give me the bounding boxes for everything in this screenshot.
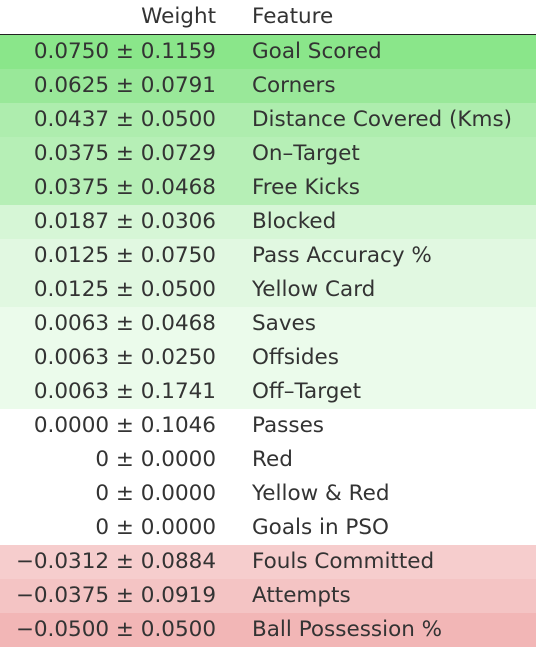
- table-row: 0.0625 ± 0.0791 Corners: [0, 69, 536, 103]
- feature-cell: Pass Accuracy %: [252, 243, 432, 268]
- table-row: 0.0375 ± 0.0729 On–Target: [0, 137, 536, 171]
- table-row: 0.0125 ± 0.0750 Pass Accuracy %: [0, 239, 536, 273]
- weight-column-header: Weight: [0, 0, 252, 35]
- weight-cell: 0.0625 ± 0.0791: [33, 73, 216, 98]
- feature-cell: Yellow Card: [252, 277, 376, 302]
- weight-cell: 0 ± 0.0000: [95, 481, 216, 506]
- table-row: 0.0125 ± 0.0500 Yellow Card: [0, 273, 536, 307]
- table-row: 0 ± 0.0000 Yellow & Red: [0, 477, 536, 511]
- header-row: Weight Feature: [0, 0, 536, 35]
- table-row: 0.0063 ± 0.0468 Saves: [0, 307, 536, 341]
- feature-cell: Saves: [252, 311, 316, 336]
- weight-cell: 0.0063 ± 0.0250: [33, 345, 216, 370]
- weight-cell: −0.0312 ± 0.0884: [15, 549, 216, 574]
- feature-cell: Fouls Committed: [252, 549, 435, 574]
- table-row: 0 ± 0.0000 Goals in PSO: [0, 511, 536, 545]
- weight-cell: 0.0125 ± 0.0500: [33, 277, 216, 302]
- weight-cell: 0.0750 ± 0.1159: [33, 39, 216, 64]
- weight-cell: −0.0375 ± 0.0919: [15, 583, 216, 608]
- feature-cell: Attempts: [252, 583, 351, 608]
- feature-cell: Goals in PSO: [252, 515, 389, 540]
- weight-cell: −0.0500 ± 0.0500: [15, 617, 216, 642]
- feature-cell: Corners: [252, 73, 336, 98]
- weight-cell: 0.0437 ± 0.0500: [33, 107, 216, 132]
- weight-cell: 0.0000 ± 0.1046: [33, 413, 216, 438]
- table-row: −0.0312 ± 0.0884 Fouls Committed: [0, 545, 536, 579]
- feature-cell: Red: [252, 447, 293, 472]
- feature-cell: Ball Possession %: [252, 617, 443, 642]
- table-row: 0.0063 ± 0.0250 Offsides: [0, 341, 536, 375]
- table-row: −0.0375 ± 0.0919 Attempts: [0, 579, 536, 613]
- feature-cell: Goal Scored: [252, 39, 382, 64]
- feature-cell: Blocked: [252, 209, 337, 234]
- weight-cell: 0 ± 0.0000: [95, 515, 216, 540]
- feature-cell: Off–Target: [252, 379, 362, 404]
- weight-cell: 0.0063 ± 0.0468: [33, 311, 216, 336]
- table-row: −0.0500 ± 0.0500 Ball Possession %: [0, 613, 536, 647]
- table-header: Weight Feature: [0, 0, 536, 35]
- weight-cell: 0.0125 ± 0.0750: [33, 243, 216, 268]
- table-row: 0.0063 ± 0.1741 Off–Target: [0, 375, 536, 409]
- feature-cell: Free Kicks: [252, 175, 361, 200]
- weight-cell: 0.0375 ± 0.0729: [33, 141, 216, 166]
- table-body: 0.0750 ± 0.1159 Goal Scored 0.0625 ± 0.079…: [0, 34, 536, 647]
- feature-cell: Passes: [252, 413, 325, 438]
- feature-cell: On–Target: [252, 141, 360, 166]
- weight-cell: 0.0063 ± 0.1741: [33, 379, 216, 404]
- table-row: 0.0187 ± 0.0306 Blocked: [0, 205, 536, 239]
- feature-cell: Offsides: [252, 345, 339, 370]
- weight-cell: 0.0375 ± 0.0468: [33, 175, 216, 200]
- table-row: 0 ± 0.0000 Red: [0, 443, 536, 477]
- table-row: 0.0437 ± 0.0500 Distance Covered (Kms): [0, 103, 536, 137]
- feature-cell: Distance Covered (Kms): [252, 107, 513, 132]
- table-row: 0.0375 ± 0.0468 Free Kicks: [0, 171, 536, 205]
- weight-cell: 0.0187 ± 0.0306: [33, 209, 216, 234]
- table-row: 0.0750 ± 0.1159 Goal Scored: [0, 34, 536, 69]
- table-row: 0.0000 ± 0.1046 Passes: [0, 409, 536, 443]
- feature-cell: Yellow & Red: [252, 481, 390, 506]
- weight-cell: 0 ± 0.0000: [95, 447, 216, 472]
- feature-column-header: Feature: [252, 0, 536, 35]
